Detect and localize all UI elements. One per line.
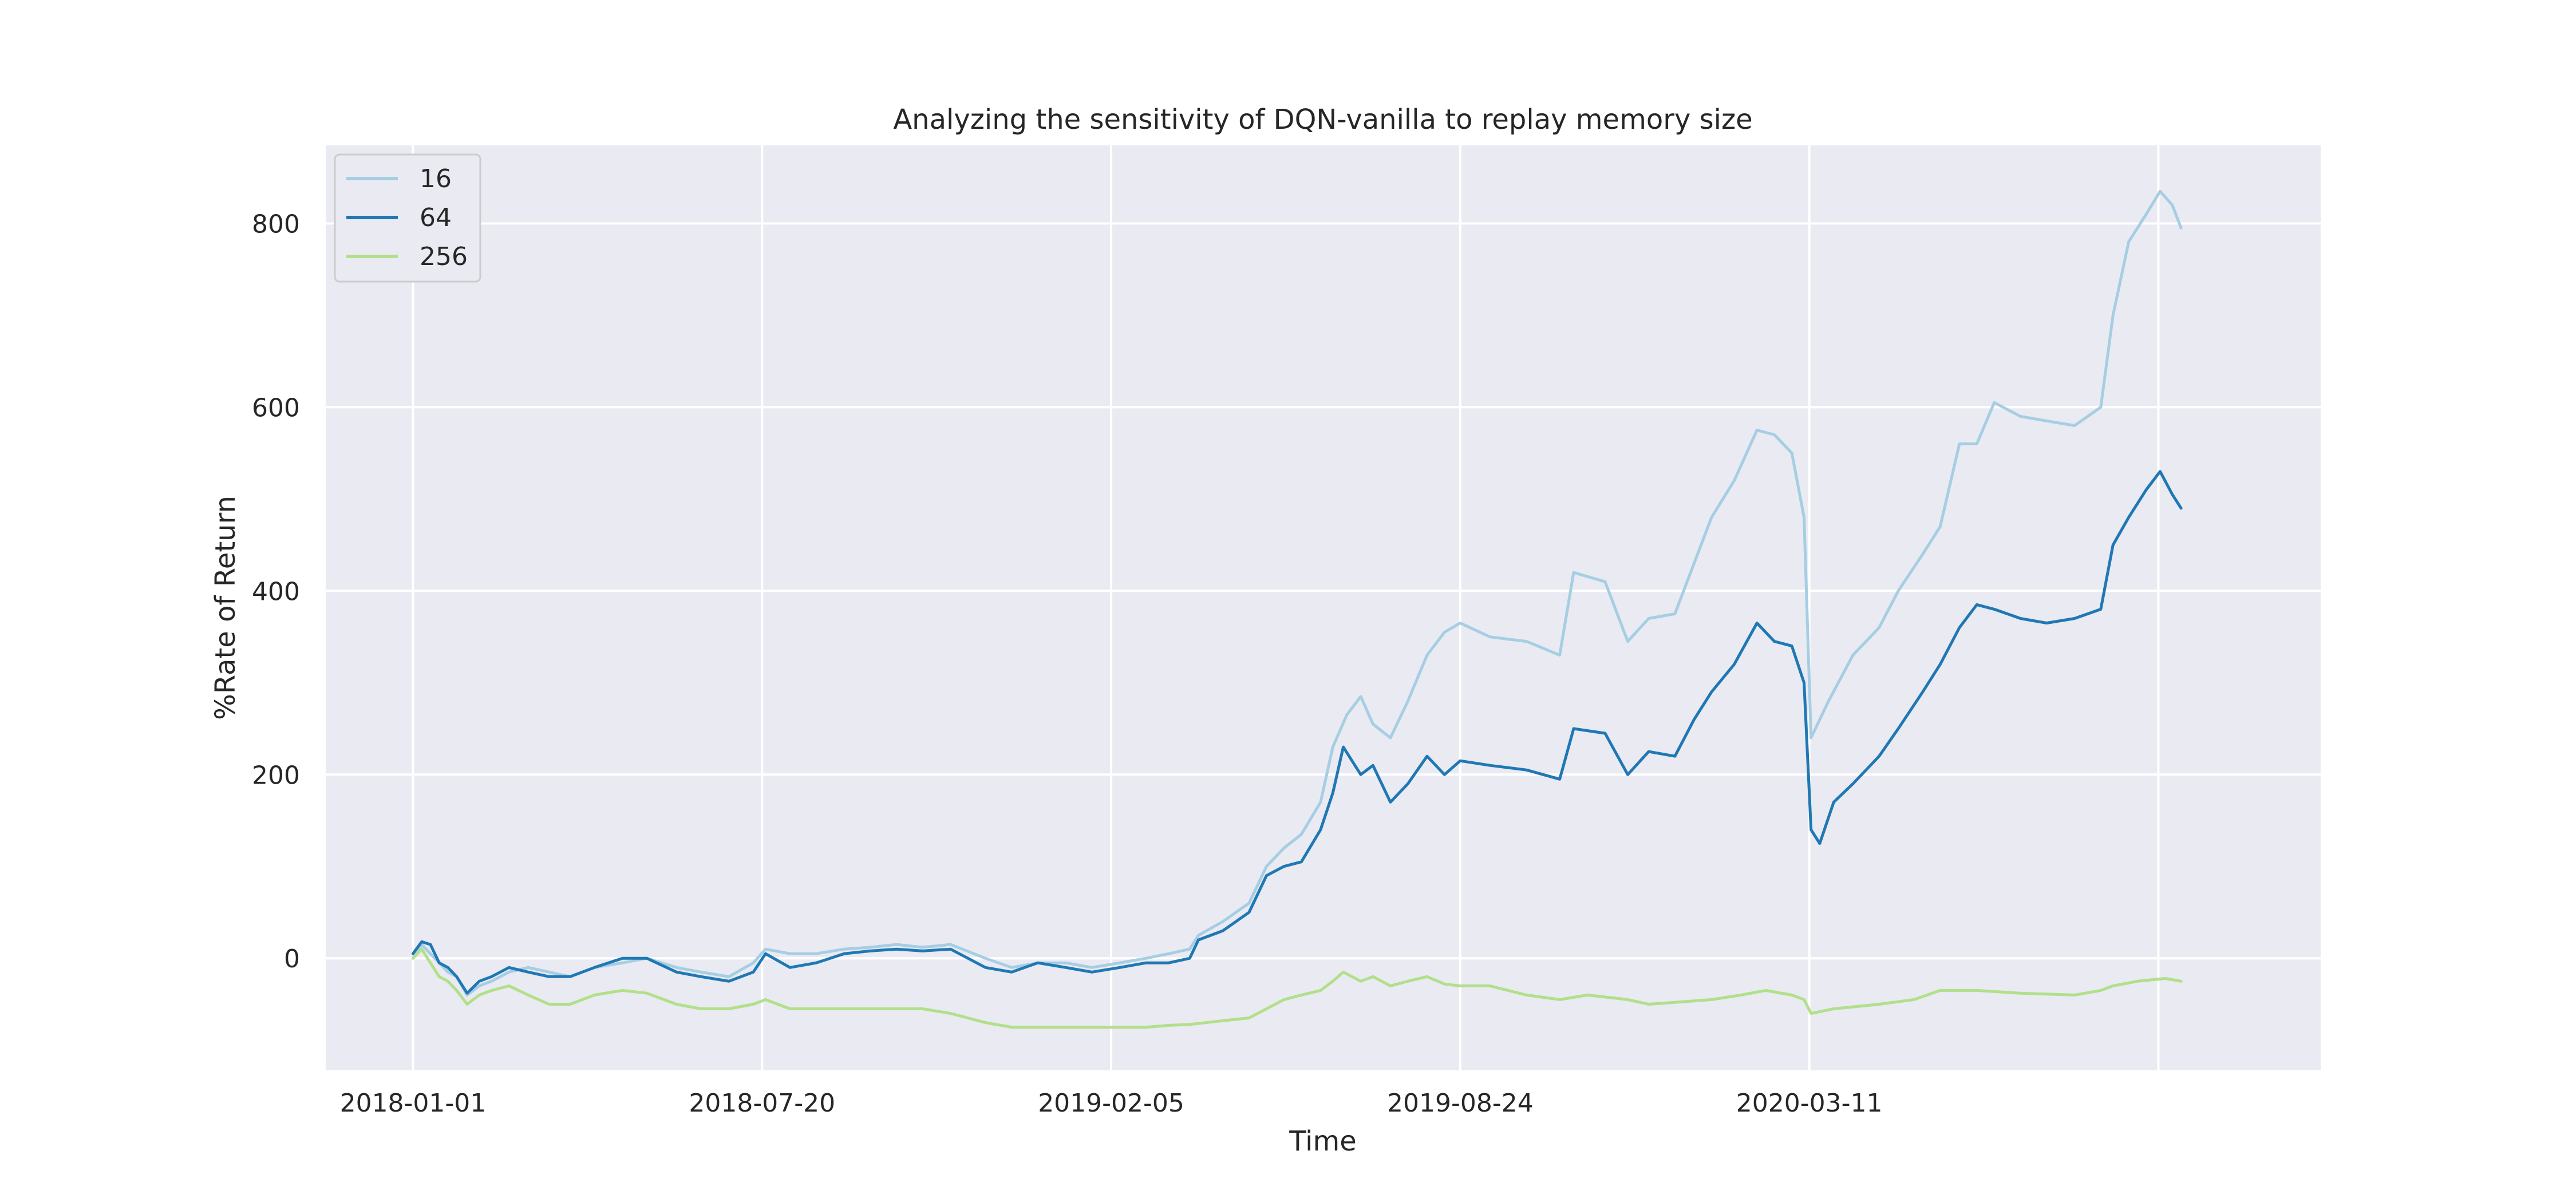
legend: 16 64 256	[334, 153, 481, 283]
y-tick-label: 600	[252, 393, 300, 422]
plot-area	[326, 145, 2321, 1070]
x-tick-label: 2018-01-01	[340, 1089, 487, 1118]
tick-labels: 2018-01-01 2018-07-20 2019-02-05 2019-08-24…	[252, 209, 1882, 1118]
y-tick-label: 200	[252, 761, 300, 790]
y-tick-label: 400	[252, 577, 300, 606]
series-line-16	[411, 189, 2183, 997]
series-layer	[411, 189, 2183, 1029]
legend-label-16: 16	[420, 164, 452, 193]
legend-label-64: 64	[420, 203, 452, 232]
x-axis-label: Time	[1289, 1125, 1356, 1157]
y-axis-label: %Rate of Return	[210, 496, 242, 720]
x-tick-label: 2018-07-20	[689, 1089, 835, 1118]
series-line-64	[411, 470, 2183, 995]
chart-title: Analyzing the sensitivity of DQN-vanilla…	[893, 104, 1752, 136]
grid	[326, 145, 2321, 1070]
x-tick-label: 2019-08-24	[1387, 1089, 1534, 1118]
y-tick-label: 800	[252, 209, 300, 239]
x-tick-label: 2020-03-11	[1736, 1089, 1883, 1118]
legend-label-256: 256	[420, 242, 468, 271]
legend-box	[334, 153, 481, 283]
series-line-256	[411, 947, 2183, 1029]
y-tick-label: 0	[284, 944, 300, 974]
x-tick-label: 2019-02-05	[1038, 1089, 1184, 1118]
